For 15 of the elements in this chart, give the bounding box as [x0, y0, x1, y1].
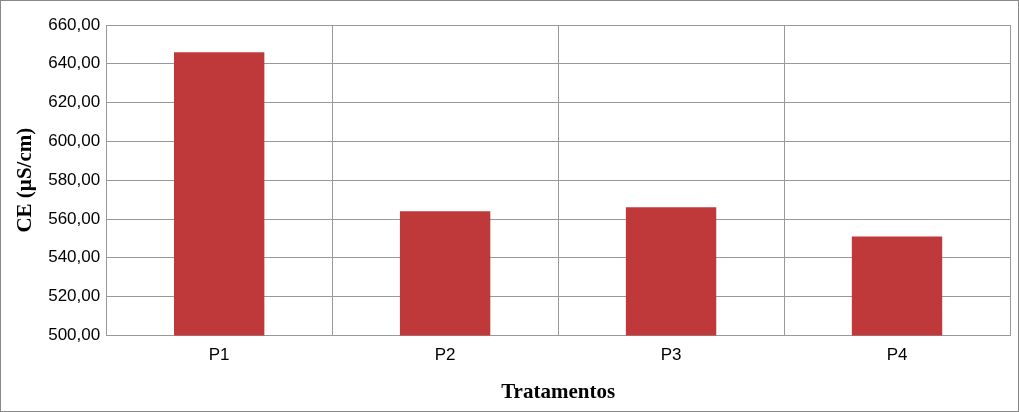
y-tick-label: 580,00: [48, 169, 101, 189]
y-tick-label: 500,00: [48, 325, 101, 345]
x-tick-label: P1: [208, 345, 230, 365]
x-tick-label: P3: [660, 345, 682, 365]
y-tick-label: 520,00: [48, 286, 101, 306]
y-tick-label: 540,00: [48, 247, 101, 267]
y-tick-label: 660,00: [48, 14, 101, 34]
y-tick-label: 560,00: [48, 208, 101, 228]
y-tick-label: 640,00: [48, 53, 101, 73]
x-tick-label: P4: [886, 345, 908, 365]
x-axis-title: Tratamentos: [501, 378, 616, 403]
y-tick-label: 620,00: [48, 92, 101, 112]
y-tick-label: 600,00: [48, 131, 101, 151]
y-axis-title: CE (µS/cm): [12, 127, 37, 233]
x-tick-label: P2: [434, 345, 456, 365]
